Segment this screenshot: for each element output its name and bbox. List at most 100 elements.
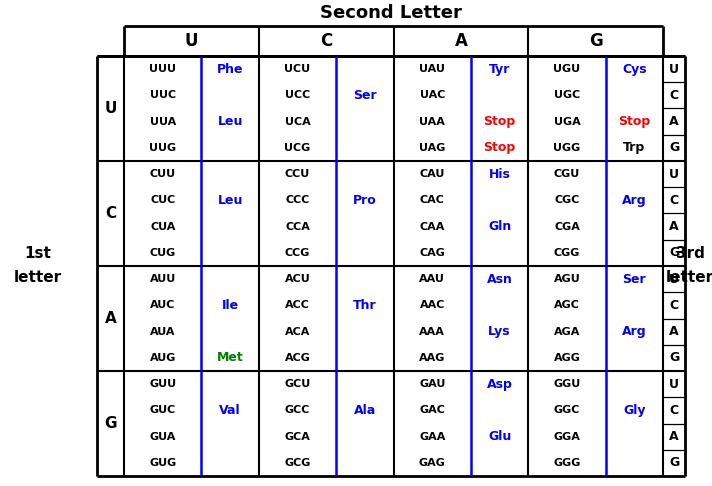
Text: Second Letter: Second Letter	[320, 4, 462, 22]
Text: UUU: UUU	[150, 64, 177, 74]
Text: UUG: UUG	[150, 143, 177, 153]
Text: AUU: AUU	[150, 274, 176, 284]
Text: CCA: CCA	[285, 222, 310, 232]
Text: AUC: AUC	[150, 300, 175, 311]
Text: GGU: GGU	[553, 379, 580, 389]
Text: G: G	[104, 416, 117, 431]
Text: UAA: UAA	[419, 117, 445, 127]
Text: C: C	[669, 194, 679, 207]
Text: AAC: AAC	[419, 300, 445, 311]
Text: GGG: GGG	[553, 458, 581, 468]
Text: CCG: CCG	[285, 248, 310, 258]
Text: UCU: UCU	[284, 64, 310, 74]
Text: Leu: Leu	[217, 115, 243, 128]
Text: CUG: CUG	[150, 248, 176, 258]
Text: CAU: CAU	[419, 169, 445, 179]
Text: UCC: UCC	[285, 90, 310, 101]
Text: GCA: GCA	[285, 432, 310, 442]
Text: Cys: Cys	[622, 63, 646, 76]
Text: ACC: ACC	[285, 300, 310, 311]
Text: Trp: Trp	[623, 141, 646, 155]
Text: Arg: Arg	[622, 325, 646, 338]
Text: UUC: UUC	[150, 90, 176, 101]
Text: CCC: CCC	[286, 195, 310, 206]
Text: AAG: AAG	[419, 353, 446, 363]
Text: G: G	[669, 351, 679, 364]
Text: Ser: Ser	[353, 89, 377, 102]
Text: CUA: CUA	[150, 222, 175, 232]
Text: AGC: AGC	[554, 300, 580, 311]
Text: Asp: Asp	[487, 378, 513, 391]
Text: letter: letter	[14, 271, 62, 285]
Text: GAU: GAU	[419, 379, 446, 389]
Text: Stop: Stop	[618, 115, 651, 128]
Text: U: U	[669, 168, 679, 181]
Text: AGA: AGA	[554, 327, 580, 337]
Text: C: C	[669, 89, 679, 102]
Text: C: C	[669, 404, 679, 417]
Text: A: A	[669, 115, 679, 128]
Text: C: C	[320, 32, 333, 50]
Text: Asn: Asn	[487, 273, 513, 286]
Text: Ser: Ser	[622, 273, 646, 286]
Text: UGA: UGA	[554, 117, 580, 127]
Text: Stop: Stop	[483, 141, 515, 155]
Text: CAG: CAG	[419, 248, 445, 258]
Text: GUU: GUU	[150, 379, 177, 389]
Text: AGG: AGG	[553, 353, 580, 363]
Text: G: G	[669, 246, 679, 260]
Text: CAC: CAC	[420, 195, 445, 206]
Text: CCU: CCU	[285, 169, 310, 179]
Text: Gly: Gly	[623, 404, 646, 417]
Text: Thr: Thr	[353, 299, 377, 312]
Text: C: C	[669, 299, 679, 312]
Text: U: U	[669, 273, 679, 286]
Text: UGG: UGG	[553, 143, 580, 153]
Text: A: A	[669, 325, 679, 338]
Text: ACU: ACU	[285, 274, 310, 284]
Text: U: U	[105, 101, 117, 116]
Text: GAC: GAC	[419, 405, 445, 416]
Text: U: U	[669, 63, 679, 76]
Text: Stop: Stop	[483, 115, 515, 128]
Text: UAG: UAG	[419, 143, 446, 153]
Text: 1st: 1st	[24, 246, 51, 261]
Text: CUU: CUU	[150, 169, 176, 179]
Text: GCC: GCC	[285, 405, 310, 416]
Text: C: C	[105, 206, 116, 221]
Text: GCG: GCG	[284, 458, 310, 468]
Text: CGC: CGC	[555, 195, 580, 206]
Text: G: G	[669, 456, 679, 469]
Text: AAA: AAA	[419, 327, 445, 337]
Text: CGA: CGA	[554, 222, 580, 232]
Text: Gln: Gln	[488, 220, 511, 233]
Text: UGU: UGU	[553, 64, 580, 74]
Text: U: U	[184, 32, 198, 50]
Text: Ile: Ile	[221, 299, 239, 312]
Text: G: G	[669, 141, 679, 155]
Text: U: U	[669, 378, 679, 391]
Text: Glu: Glu	[488, 430, 511, 443]
Text: GAA: GAA	[419, 432, 446, 442]
Text: UUA: UUA	[150, 117, 176, 127]
Text: G: G	[589, 32, 602, 50]
Text: Phe: Phe	[217, 63, 244, 76]
Text: GGA: GGA	[553, 432, 580, 442]
Text: 3rd: 3rd	[676, 246, 704, 261]
Text: ACA: ACA	[285, 327, 310, 337]
Text: Leu: Leu	[217, 194, 243, 207]
Text: CGU: CGU	[554, 169, 580, 179]
Text: AGU: AGU	[554, 274, 580, 284]
Text: CAA: CAA	[419, 222, 445, 232]
Text: A: A	[669, 220, 679, 233]
Text: GUG: GUG	[149, 458, 177, 468]
Text: A: A	[105, 311, 116, 326]
Text: ACG: ACG	[285, 353, 310, 363]
Text: GAG: GAG	[419, 458, 446, 468]
Text: UAC: UAC	[419, 90, 445, 101]
Text: CGG: CGG	[554, 248, 580, 258]
Text: UAU: UAU	[419, 64, 445, 74]
Text: GUA: GUA	[150, 432, 176, 442]
Text: Pro: Pro	[353, 194, 377, 207]
Text: A: A	[669, 430, 679, 443]
